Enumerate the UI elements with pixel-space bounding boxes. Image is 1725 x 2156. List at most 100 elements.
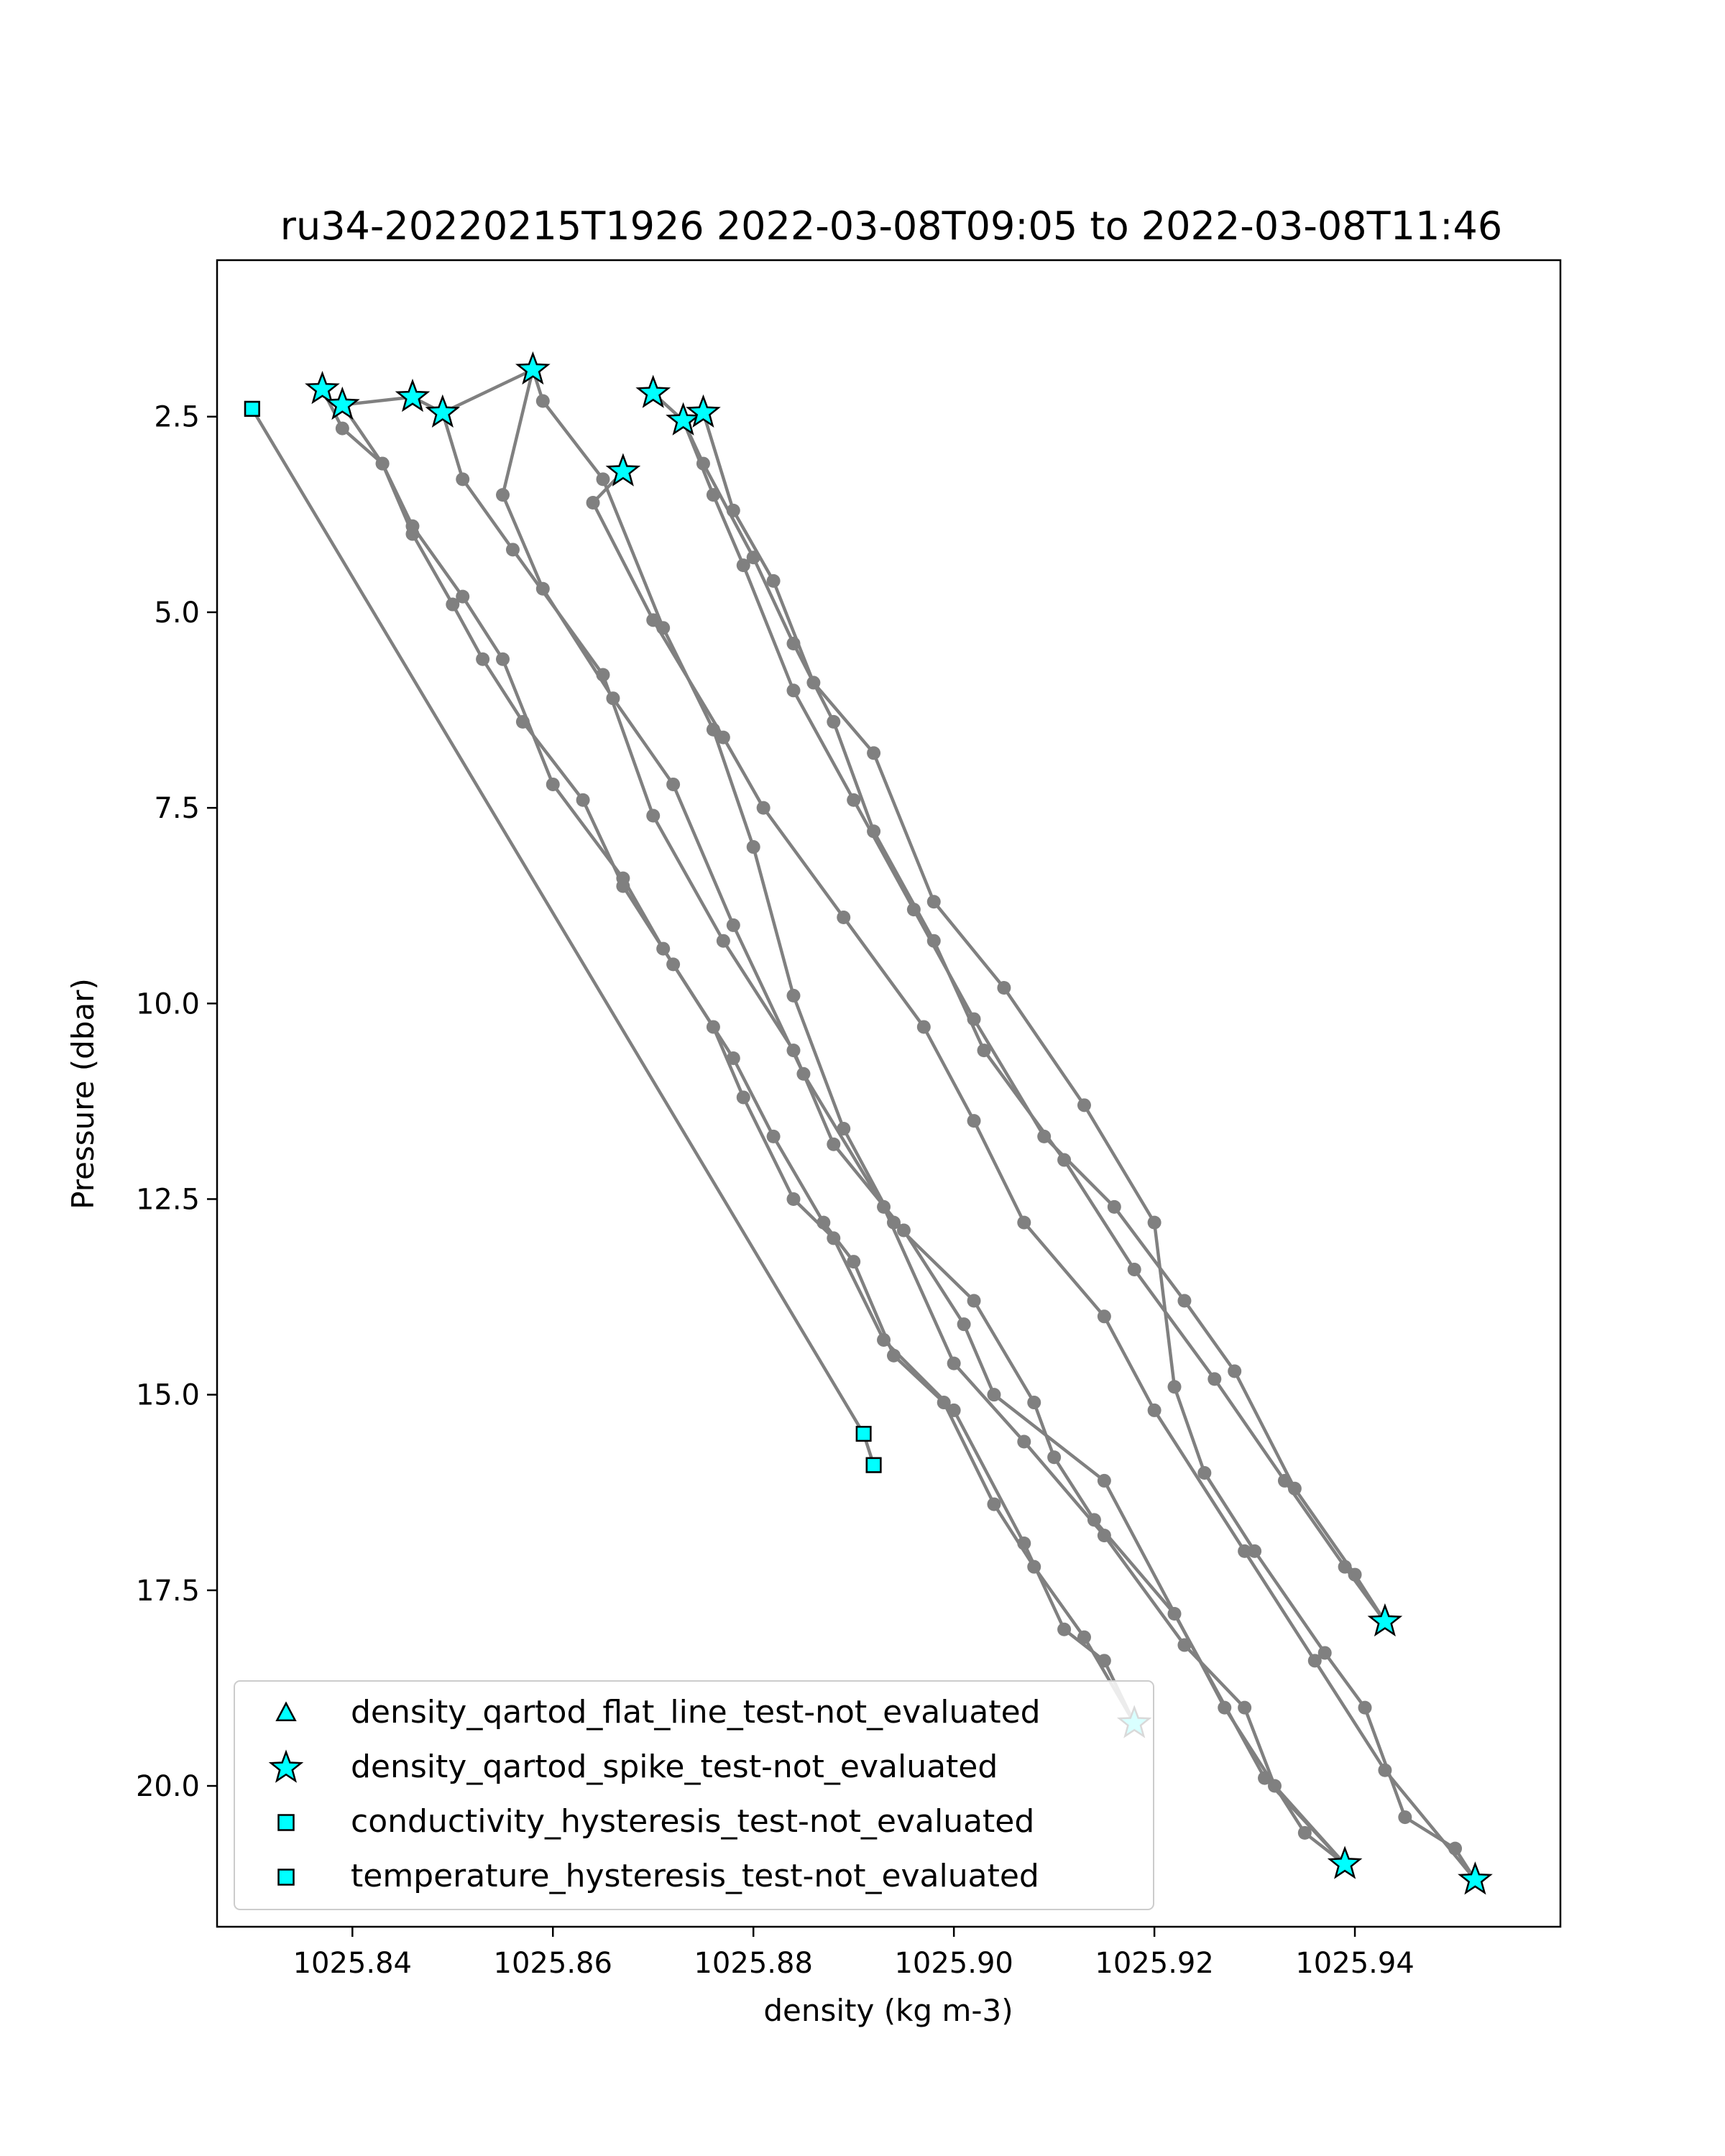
profile-point-5-5 <box>726 918 740 932</box>
profile-point-8-3 <box>716 730 730 745</box>
chart-title: ru34-20220215T1926 2022-03-08T09:05 to 2… <box>280 203 1502 249</box>
profile-point-7-11 <box>1287 1481 1302 1496</box>
profile-point-3-12 <box>967 1294 981 1308</box>
legend-label-conductivity-hysteresis: conductivity_hysteresis_test-not_evaluat… <box>351 1803 1034 1840</box>
series-3-point-0 <box>244 400 260 417</box>
profile-point-9-7 <box>1077 1098 1091 1112</box>
profile-point-7-5 <box>906 903 921 917</box>
profile-point-2-3 <box>405 519 420 533</box>
series-2-point-1 <box>855 1426 872 1442</box>
profile-point-5-1 <box>496 488 510 502</box>
profile-point-7-12 <box>1348 1567 1362 1582</box>
profile-point-7-9 <box>1177 1294 1192 1308</box>
profile-line-5 <box>501 369 1346 1866</box>
series-3-point-1 <box>865 1457 882 1473</box>
profile-point-7-10 <box>1228 1364 1242 1378</box>
series-1-point-10 <box>1327 1846 1363 1879</box>
profile-point-9-3 <box>806 676 821 690</box>
profile-point-2-6 <box>546 777 560 791</box>
profile-point-4-13 <box>1297 1825 1312 1840</box>
profile-point-1-10 <box>766 1129 781 1143</box>
profile-point-4-4 <box>646 808 661 823</box>
profile-point-2-1 <box>335 421 349 436</box>
profile-point-5-2 <box>535 581 550 596</box>
profile-point-5-11 <box>1177 1638 1192 1652</box>
profile-point-4-7 <box>827 1137 841 1151</box>
profile-point-9-5 <box>926 895 941 909</box>
profile-line-8 <box>591 470 1477 1881</box>
series-1-point-5 <box>635 374 671 408</box>
profile-point-4-1 <box>456 472 470 487</box>
profile-point-9-2 <box>766 573 781 588</box>
legend: density_qartod_flat_line_test-not_evalua… <box>234 1680 1154 1910</box>
profile-point-9-10 <box>1197 1466 1212 1480</box>
profile-point-8-12 <box>1307 1654 1322 1668</box>
profile-point-2-12 <box>827 1231 841 1245</box>
profile-point-4-9 <box>957 1317 971 1332</box>
profile-line-3 <box>342 368 1346 1866</box>
profile-point-8-11 <box>1238 1544 1252 1558</box>
x-tick-label-2: 1025.88 <box>694 1947 812 1980</box>
series-1-point-7 <box>686 394 721 428</box>
profile-point-5-12 <box>1238 1700 1252 1715</box>
y-axis-label: Pressure (dbar) <box>65 978 101 1210</box>
y-tick-label-2: 7.5 <box>154 792 200 825</box>
profile-point-3-15 <box>1087 1513 1101 1527</box>
x-tick-label-3: 1025.90 <box>894 1947 1013 1980</box>
profile-point-8-1 <box>586 496 600 510</box>
profile-point-6-10 <box>1127 1262 1141 1276</box>
profile-point-3-9 <box>786 988 801 1003</box>
markers-layer <box>244 351 1493 1895</box>
profile-point-5-3 <box>606 691 620 706</box>
profile-point-7-4 <box>847 793 861 807</box>
profile-point-1-6 <box>576 793 590 807</box>
profile-line-0 <box>250 407 875 1466</box>
y-tick-label-6: 17.5 <box>136 1575 200 1608</box>
profile-point-3-4 <box>535 394 550 408</box>
profile-point-4-11 <box>1097 1473 1111 1488</box>
legend-marker-2 <box>277 1814 295 1831</box>
profile-point-5-4 <box>666 777 681 791</box>
legend-label-temperature-hysteresis: temperature_hysteresis_test-not_evaluate… <box>351 1858 1039 1894</box>
y-tick-label-5: 15.0 <box>136 1379 200 1412</box>
profile-point-9-12 <box>1317 1646 1332 1660</box>
profile-point-7-7 <box>1037 1129 1052 1143</box>
plot-frame <box>216 259 1562 1928</box>
profile-point-5-10 <box>1097 1529 1111 1543</box>
profile-point-1-15 <box>987 1497 1001 1511</box>
x-tick-label-4: 1025.92 <box>1095 1947 1213 1980</box>
profile-point-2-11 <box>786 1192 801 1206</box>
y-tick-label-7: 20.0 <box>136 1770 200 1803</box>
y-tick-label-4: 12.5 <box>136 1183 200 1216</box>
profile-point-2-15 <box>1017 1537 1031 1551</box>
profile-point-2-10 <box>736 1090 750 1105</box>
y-tick-label-3: 10.0 <box>136 987 200 1021</box>
profile-point-9-6 <box>997 981 1011 995</box>
series-1-point-8 <box>605 453 641 487</box>
profile-point-8-2 <box>646 613 661 627</box>
profile-point-8-4 <box>756 801 770 815</box>
profile-point-5-9 <box>1017 1434 1031 1449</box>
profile-point-7-3 <box>786 683 801 698</box>
profile-point-4-5 <box>716 934 730 948</box>
profile-point-9-9 <box>1167 1380 1182 1394</box>
y-tick-label-0: 2.5 <box>154 401 200 434</box>
profile-point-9-1 <box>726 503 740 517</box>
profile-point-5-7 <box>877 1199 891 1214</box>
legend-marker-0 <box>275 1701 297 1722</box>
profile-point-3-14 <box>1047 1450 1062 1465</box>
profile-point-2-7 <box>616 871 630 885</box>
series-1-point-3 <box>425 394 461 428</box>
profile-line-7 <box>681 420 1386 1623</box>
profile-point-2-8 <box>656 941 671 956</box>
profile-point-9-11 <box>1248 1544 1262 1558</box>
profile-point-1-4 <box>476 652 490 666</box>
profile-point-4-8 <box>896 1223 911 1238</box>
profile-point-5-13 <box>1267 1779 1282 1793</box>
profile-point-7-2 <box>736 558 750 573</box>
profile-point-1-9 <box>726 1051 740 1066</box>
series-1-point-2 <box>395 378 431 413</box>
profile-point-8-10 <box>1147 1403 1162 1417</box>
x-axis: 1025.84 1025.86 1025.88 1025.90 1025.92 1025.… <box>293 1927 1414 1980</box>
profile-point-2-2 <box>375 456 390 471</box>
